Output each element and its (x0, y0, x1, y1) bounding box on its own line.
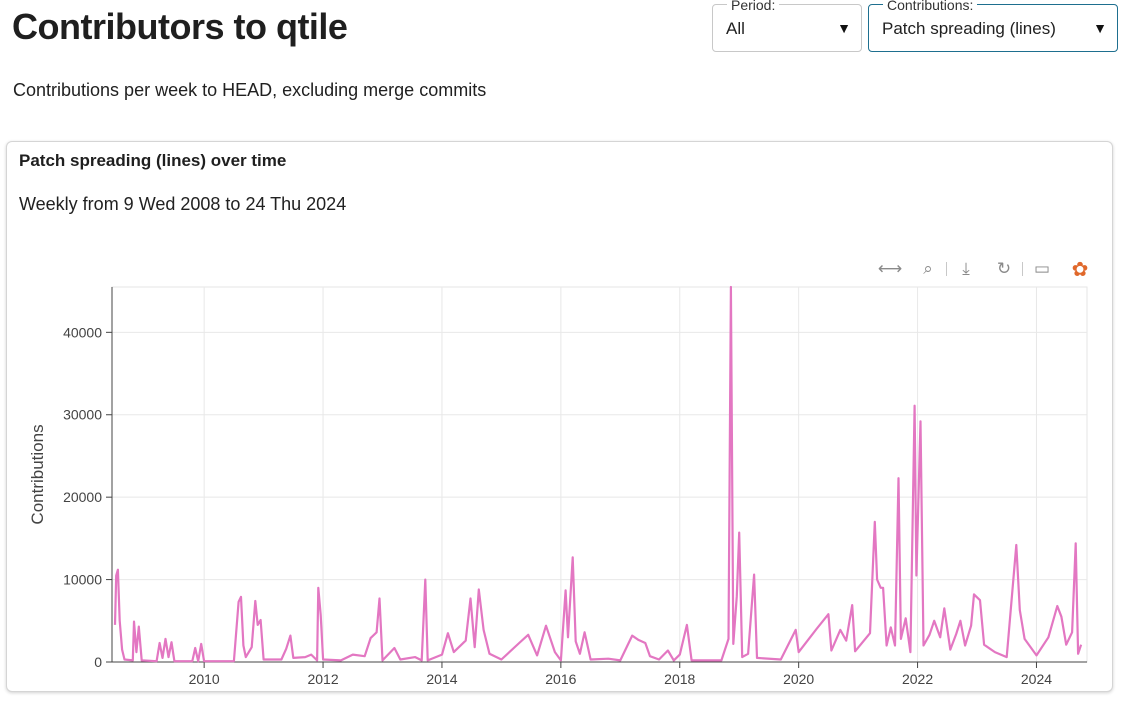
contributions-line-chart[interactable]: 2010 2012 2014 2016 2018 2020 2022 2024 0 10000 20… (7, 142, 1112, 691)
page-title: Contributors to qtile (12, 6, 348, 47)
x-tick-label: 2012 (307, 671, 338, 687)
chart-card: Patch spreading (lines) over time Weekly… (6, 141, 1113, 692)
reset-icon: ↻ (996, 259, 1012, 278)
chart-title: Patch spreading (lines) over time (19, 151, 287, 170)
hover-icon: ▭ (1033, 259, 1051, 278)
save-icon: ⤓ (962, 259, 970, 278)
x-tick-label: 2022 (902, 671, 933, 687)
page-subtitle: Contributions per week to HEAD, excludin… (13, 80, 487, 100)
plot-right-mask (1088, 285, 1108, 664)
y-tick-label: 10000 (63, 572, 102, 588)
y-axis-title: Contributions (28, 424, 47, 524)
contributions-value: Patch spreading (lines) (882, 19, 1056, 38)
chart-date-range: Weekly from 9 Wed 2008 to 24 Thu 2024 (19, 194, 347, 214)
reset-tool-button[interactable]: ↻ (986, 252, 1022, 286)
x-tick-label: 2016 (545, 671, 576, 687)
toolbar-divider (946, 262, 947, 276)
chart-toolbar: ⟷ ⌕ ⤓ ↻ ▭ ✿ (866, 252, 1106, 286)
save-tool-button[interactable]: ⤓ (948, 252, 984, 286)
y-tick-label: 40000 (63, 324, 102, 340)
period-value: All (726, 19, 745, 38)
box-zoom-tool-button[interactable]: ⌕ (910, 252, 946, 286)
bokeh-logo-link[interactable]: ✿ (1062, 252, 1098, 286)
toolbar-divider (1022, 262, 1023, 276)
period-select[interactable]: Period: All ▼ (712, 0, 862, 52)
x-tick-label: 2014 (426, 671, 457, 687)
x-tick-label: 2010 (189, 671, 220, 687)
contributions-label: Contributions: (883, 0, 978, 13)
chevron-down-icon: ▼ (1093, 20, 1107, 36)
x-tick-label: 2020 (783, 671, 814, 687)
box-zoom-icon: ⌕ (923, 259, 933, 278)
hover-tool-button[interactable]: ▭ (1024, 252, 1060, 286)
contributions-select[interactable]: Contributions: Patch spreading (lines) ▼ (868, 0, 1118, 52)
y-tick-label: 20000 (63, 489, 102, 505)
period-label: Period: (727, 0, 780, 13)
chevron-down-icon: ▼ (837, 20, 851, 36)
bokeh-logo-icon: ✿ (1071, 258, 1089, 281)
pan-tool-button[interactable]: ⟷ (872, 252, 908, 286)
y-tick-label: 30000 (63, 407, 102, 423)
pan-icon: ⟷ (877, 259, 903, 278)
x-tick-label: 2024 (1021, 671, 1052, 687)
plot-area (111, 286, 1088, 663)
y-tick-label: 0 (94, 654, 102, 670)
series-line (113, 285, 1083, 663)
x-tick-label: 2018 (664, 671, 695, 687)
